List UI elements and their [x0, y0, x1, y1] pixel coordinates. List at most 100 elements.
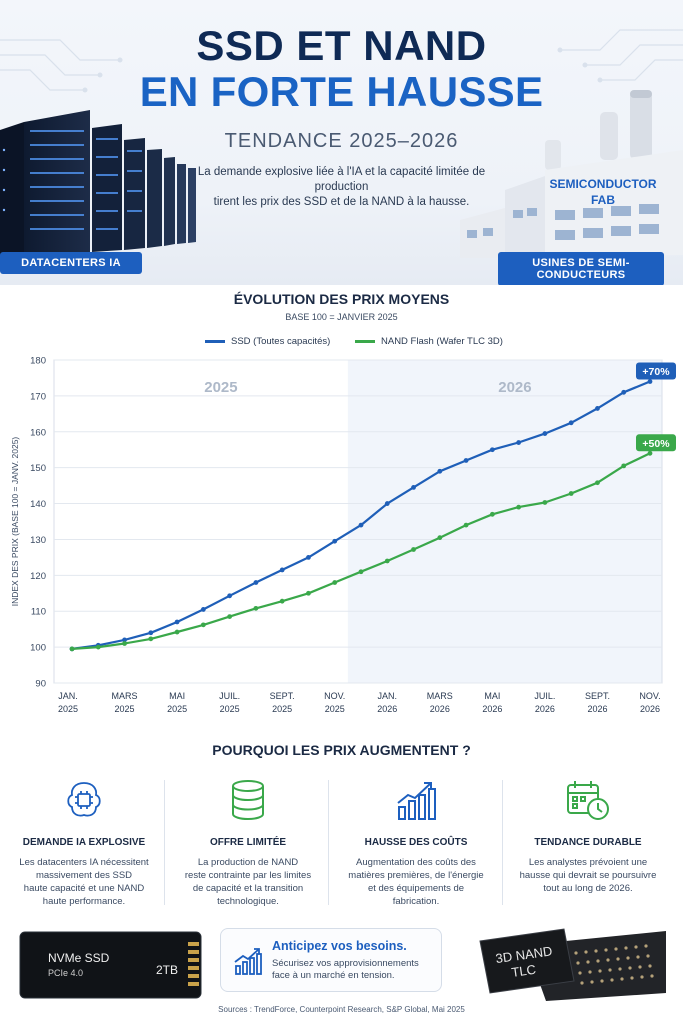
data-point-nand — [542, 500, 548, 505]
data-point-nand — [148, 636, 154, 642]
trend-chart-icon — [234, 948, 262, 975]
reason-line: reste contrainte par les limites — [184, 870, 312, 881]
cta-description: Sécurisez vos approvisionnements face à … — [272, 958, 437, 982]
page-description: La demande explosive liée à l'IA et la c… — [170, 165, 513, 210]
y-tick-label: 120 — [30, 571, 46, 582]
chart-subtitle: BASE 100 = JANVIER 2025 — [285, 312, 398, 322]
data-point-nand — [200, 622, 206, 628]
circuit-lines-decoration — [0, 29, 683, 93]
data-point-nand — [122, 641, 127, 646]
cta-card: Anticipez vos besoins. Sécurisez vos app… — [220, 928, 442, 992]
cta-line2: face à un marché en tension. — [272, 970, 395, 981]
fab-sign-line2: FAB — [591, 193, 615, 207]
bottom-band: NVMe SSD PCIe 4.0 2TB Anticipez vos beso… — [0, 920, 683, 1024]
reason-limited-supply: OFFRE LIMITÉE La production de NAND rest… — [168, 775, 328, 908]
reason-line: Les analystes prévoient une — [528, 857, 648, 868]
x-tick-year: 2026 — [587, 704, 607, 714]
description-line1: La demande explosive liée à l'IA et la c… — [197, 166, 486, 193]
data-point-nand — [227, 614, 233, 620]
reason-lasting-trend: TENDANCE DURABLE Les analystes prévoient… — [508, 775, 668, 895]
legend-nand-label: NAND Flash (Wafer TLC 3D) — [381, 336, 503, 347]
calendar-clock-icon — [567, 781, 609, 820]
x-tick-label: JAN. — [378, 691, 398, 701]
x-tick-year: 2025 — [115, 704, 135, 714]
reason-line: haute capacité et une NAND — [23, 883, 145, 894]
reason-line: La production de NAND — [197, 857, 299, 868]
data-point-nand — [463, 522, 469, 528]
cta-title: Anticipez vos besoins. — [272, 939, 407, 953]
legend-ssd-swatch — [205, 340, 225, 343]
ssd-capacity: 2TB — [156, 963, 178, 977]
reason-line: matières premières, de l'énergie — [348, 870, 484, 881]
period-label-2026: 2026 — [498, 379, 531, 396]
reason-line: tout au long de 2026. — [543, 883, 633, 894]
data-point-ssd — [542, 431, 548, 436]
data-point-ssd — [595, 406, 600, 411]
page-title-line1: SSD ET NAND — [196, 22, 487, 69]
reason-line: et des équipements de — [367, 883, 465, 894]
data-point-ssd — [122, 637, 127, 643]
data-point-ssd — [489, 447, 495, 453]
divider — [164, 780, 165, 905]
y-tick-label: 180 — [30, 356, 46, 367]
semiconductor-fab-illustration: SEMICONDUCTOR FAB — [460, 90, 683, 258]
hero-banner: SEMICONDUCTOR FAB SSD ET NAND EN FORTE H… — [0, 0, 683, 285]
cta-line1: Sécurisez vos approvisionnements — [272, 958, 419, 969]
data-point-ssd — [463, 458, 469, 463]
nvme-ssd-illustration: NVMe SSD PCIe 4.0 2TB — [19, 931, 202, 999]
data-point-ssd — [411, 485, 416, 490]
data-point-ssd — [621, 389, 627, 395]
x-tick-year: 2025 — [220, 704, 240, 714]
description-line2: tirent les prix des SSD et de la NAND à … — [213, 196, 470, 208]
data-point-nand — [411, 547, 416, 552]
datacenter-racks-illustration — [0, 110, 196, 262]
data-point-ssd — [568, 420, 574, 426]
chart-title: ÉVOLUTION DES PRIX MOYENS — [233, 291, 450, 307]
reason-line: Augmentation des coûts des — [356, 857, 476, 868]
x-tick-year: 2026 — [377, 704, 397, 714]
y-tick-label: 160 — [30, 427, 46, 438]
data-point-ssd — [384, 501, 390, 506]
page-subtitle: TENDANCE 2025–2026 — [224, 130, 459, 152]
data-point-ssd — [647, 379, 653, 384]
x-tick-year: 2026 — [640, 704, 660, 714]
data-point-ssd — [148, 630, 154, 636]
y-tick-label: 130 — [30, 535, 46, 546]
x-tick-label: MAI — [484, 691, 500, 701]
reason-line: fabrication. — [392, 896, 440, 907]
tag-fabs: USINES DE SEMI-CONDUCTEURS — [498, 252, 664, 285]
end-label-ssd: +70% — [642, 366, 670, 378]
rising-bar-chart-icon — [397, 782, 436, 820]
reason-line: massivement des SSD — [35, 870, 133, 881]
reason-description: Les analystes prévoient une hausse qui d… — [508, 856, 668, 895]
data-point-nand — [595, 480, 600, 486]
end-label-nand: +50% — [642, 438, 670, 450]
data-point-ssd — [516, 440, 522, 445]
data-point-ssd — [227, 593, 233, 599]
data-point-ssd — [437, 468, 443, 474]
reason-line: de capacité et la transition — [192, 883, 304, 894]
ssd-label-line1: NVMe SSD — [48, 951, 110, 965]
data-point-nand — [253, 605, 259, 611]
y-tick-label: 150 — [30, 463, 46, 474]
data-point-nand — [69, 646, 75, 652]
data-point-nand — [647, 450, 653, 456]
x-tick-year: 2026 — [430, 704, 450, 714]
y-tick-label: 110 — [31, 607, 46, 618]
data-point-nand — [174, 629, 180, 635]
end-badge-nand — [636, 434, 676, 452]
y-tick-label: 100 — [30, 643, 46, 654]
x-tick-label: NOV. — [324, 691, 345, 701]
data-point-nand — [358, 569, 364, 575]
data-point-ssd — [358, 522, 364, 528]
reason-title: HAUSSE DES COÛTS — [364, 837, 468, 848]
reason-line: haute performance. — [42, 896, 126, 907]
brain-chip-icon — [67, 782, 101, 817]
x-tick-label: MARS — [427, 691, 453, 701]
data-point-ssd — [174, 619, 180, 625]
y-tick-label: 140 — [30, 499, 46, 510]
legend-ssd-label: SSD (Toutes capacités) — [231, 336, 331, 347]
x-tick-label: JUIL. — [219, 691, 240, 701]
y-tick-label: 90 — [35, 679, 46, 690]
data-point-nand — [384, 558, 390, 564]
